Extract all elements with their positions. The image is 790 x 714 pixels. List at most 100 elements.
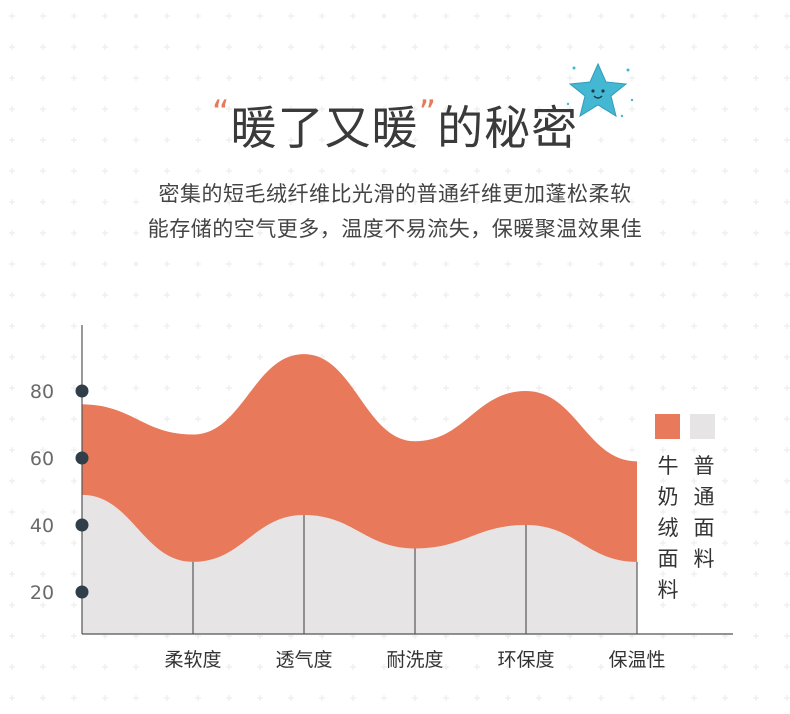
pattern-plus	[753, 13, 759, 19]
pattern-plus	[753, 199, 759, 205]
pattern-plus	[195, 13, 201, 19]
pattern-plus	[133, 230, 139, 236]
pattern-plus	[443, 292, 449, 298]
pattern-plus	[474, 261, 480, 267]
subtitle-line-2: 能存储的空气更多，温度不易流失，保暖聚温效果佳	[147, 217, 643, 241]
pattern-plus	[660, 602, 666, 608]
pattern-plus	[722, 416, 728, 422]
pattern-plus	[133, 137, 139, 143]
pattern-plus	[598, 292, 604, 298]
pattern-plus	[381, 44, 387, 50]
pattern-plus	[102, 323, 108, 329]
pattern-plus	[598, 44, 604, 50]
pattern-plus	[567, 13, 573, 19]
pattern-plus	[784, 509, 790, 515]
pattern-plus	[288, 75, 294, 81]
pattern-plus	[660, 695, 666, 701]
pattern-plus	[691, 44, 697, 50]
pattern-plus	[443, 354, 449, 360]
pattern-plus	[288, 13, 294, 19]
pattern-plus	[443, 106, 449, 112]
x-category-label: 透气度	[275, 649, 332, 671]
pattern-plus	[412, 664, 418, 670]
pattern-plus	[40, 168, 46, 174]
legend-label-regular-fabric: 普通面料	[693, 454, 715, 571]
pattern-plus	[536, 106, 542, 112]
pattern-plus	[40, 230, 46, 236]
pattern-plus	[319, 199, 325, 205]
pattern-plus	[784, 292, 790, 298]
pattern-plus	[660, 664, 666, 670]
pattern-plus	[319, 323, 325, 329]
pattern-plus	[350, 354, 356, 360]
pattern-plus	[753, 323, 759, 329]
pattern-plus	[381, 664, 387, 670]
pattern-plus	[350, 168, 356, 174]
pattern-plus	[722, 44, 728, 50]
pattern-plus	[536, 13, 542, 19]
pattern-plus	[412, 44, 418, 50]
pattern-plus	[753, 633, 759, 639]
pattern-plus	[9, 137, 15, 143]
pattern-plus	[9, 478, 15, 484]
pattern-plus	[722, 199, 728, 205]
pattern-plus	[40, 571, 46, 577]
pattern-plus	[753, 509, 759, 515]
pattern-plus	[443, 75, 449, 81]
pattern-plus	[443, 261, 449, 267]
pattern-plus	[691, 509, 697, 515]
pattern-plus	[257, 261, 263, 267]
pattern-plus	[40, 416, 46, 422]
pattern-plus	[102, 261, 108, 267]
pattern-plus	[443, 664, 449, 670]
y-tick-dot	[75, 451, 89, 465]
pattern-plus	[691, 323, 697, 329]
pattern-plus	[691, 137, 697, 143]
pattern-plus	[164, 230, 170, 236]
pattern-plus	[753, 106, 759, 112]
pattern-plus	[288, 695, 294, 701]
pattern-plus	[71, 106, 77, 112]
pattern-plus	[288, 292, 294, 298]
pattern-plus	[784, 106, 790, 112]
pattern-plus	[753, 292, 759, 298]
pattern-plus	[288, 137, 294, 143]
pattern-plus	[9, 199, 15, 205]
pattern-plus	[474, 354, 480, 360]
pattern-plus	[443, 385, 449, 391]
pattern-plus	[381, 13, 387, 19]
pattern-plus	[9, 168, 15, 174]
pattern-plus	[660, 478, 666, 484]
pattern-plus	[319, 168, 325, 174]
pattern-plus	[598, 385, 604, 391]
pattern-plus	[226, 75, 232, 81]
pattern-plus	[722, 106, 728, 112]
pattern-plus	[660, 261, 666, 267]
pattern-plus	[319, 695, 325, 701]
pattern-plus	[71, 137, 77, 143]
pattern-plus	[691, 385, 697, 391]
pattern-plus	[164, 13, 170, 19]
pattern-plus	[753, 354, 759, 360]
pattern-plus	[226, 230, 232, 236]
pattern-plus	[536, 664, 542, 670]
pattern-plus	[412, 416, 418, 422]
pattern-plus	[164, 261, 170, 267]
pattern-plus	[195, 385, 201, 391]
pattern-plus	[660, 323, 666, 329]
pattern-plus	[412, 168, 418, 174]
pattern-plus	[226, 323, 232, 329]
pattern-plus	[753, 664, 759, 670]
pattern-plus	[9, 509, 15, 515]
pattern-plus	[257, 230, 263, 236]
pattern-plus	[133, 199, 139, 205]
pattern-plus	[381, 168, 387, 174]
pattern-plus	[319, 292, 325, 298]
pattern-plus	[536, 168, 542, 174]
pattern-plus	[443, 230, 449, 236]
pattern-plus	[195, 664, 201, 670]
pattern-plus	[381, 75, 387, 81]
pattern-plus	[40, 137, 46, 143]
pattern-plus	[350, 664, 356, 670]
pattern-plus	[40, 323, 46, 329]
